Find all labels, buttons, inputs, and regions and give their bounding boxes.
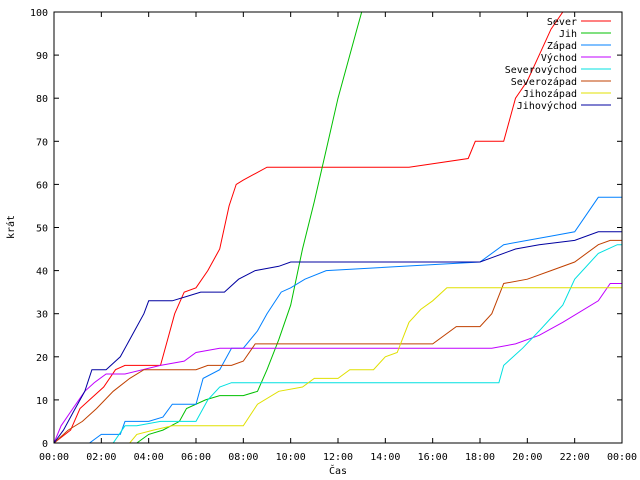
series-line-7: [53, 231, 622, 444]
series-line-6: [54, 287, 622, 444]
series-line-2: [54, 196, 622, 444]
y-tick-label: 50: [36, 224, 48, 235]
x-tick-label: 04:00: [134, 452, 164, 463]
y-tick-label: 20: [36, 353, 48, 364]
legend-label: Severozápad: [511, 76, 577, 88]
x-tick-label: 10:00: [276, 452, 306, 463]
series-line-0: [53, 11, 622, 444]
x-tick-label: 08:00: [228, 452, 258, 463]
y-tick-label: 60: [36, 180, 48, 191]
x-tick-label: 06:00: [181, 452, 211, 463]
y-tick-label: 10: [36, 396, 48, 407]
y-tick-label: 70: [36, 137, 48, 148]
y-tick-label: 80: [36, 94, 48, 105]
axes: 0 10 20 30 40 50 60 70 80 90 100 00:00 02:00 04:00 06:…: [30, 8, 637, 463]
x-tick-label: 12:00: [323, 452, 353, 463]
x-tick-label: 02:00: [86, 452, 116, 463]
legend-label: Jihozápad: [523, 88, 577, 100]
legend-label: Severovýchod: [505, 64, 577, 76]
y-tick-label: 40: [36, 267, 48, 278]
x-tick-label: 14:00: [370, 452, 400, 463]
series-lines: [53, 11, 622, 444]
legend-label: Sever: [547, 17, 577, 28]
x-tick-label: 00:00: [39, 452, 69, 463]
y-axis-title: krát: [5, 215, 17, 239]
series-line-4: [54, 244, 622, 444]
x-tick-label: 16:00: [418, 452, 448, 463]
x-tick-label: 18:00: [465, 452, 495, 463]
legend-label: Jih: [559, 29, 577, 40]
y-tick-label: 0: [42, 439, 48, 450]
legend-label: Západ: [547, 40, 577, 52]
y-tick-label: 30: [36, 310, 48, 321]
x-axis-title: Čas: [329, 464, 347, 477]
x-tick-label: 22:00: [560, 452, 590, 463]
series-line-5: [53, 239, 622, 444]
x-tick-label: 00:00: [607, 452, 637, 463]
legend: SeverJihZápadVýchodSeverovýchodSeverozáp…: [505, 17, 611, 112]
legend-label: Jihovýchod: [517, 100, 577, 112]
y-tick-label: 90: [36, 51, 48, 62]
y-tick-label: 100: [30, 8, 48, 19]
legend-label: Východ: [541, 52, 577, 64]
x-tick-label: 20:00: [512, 452, 542, 463]
